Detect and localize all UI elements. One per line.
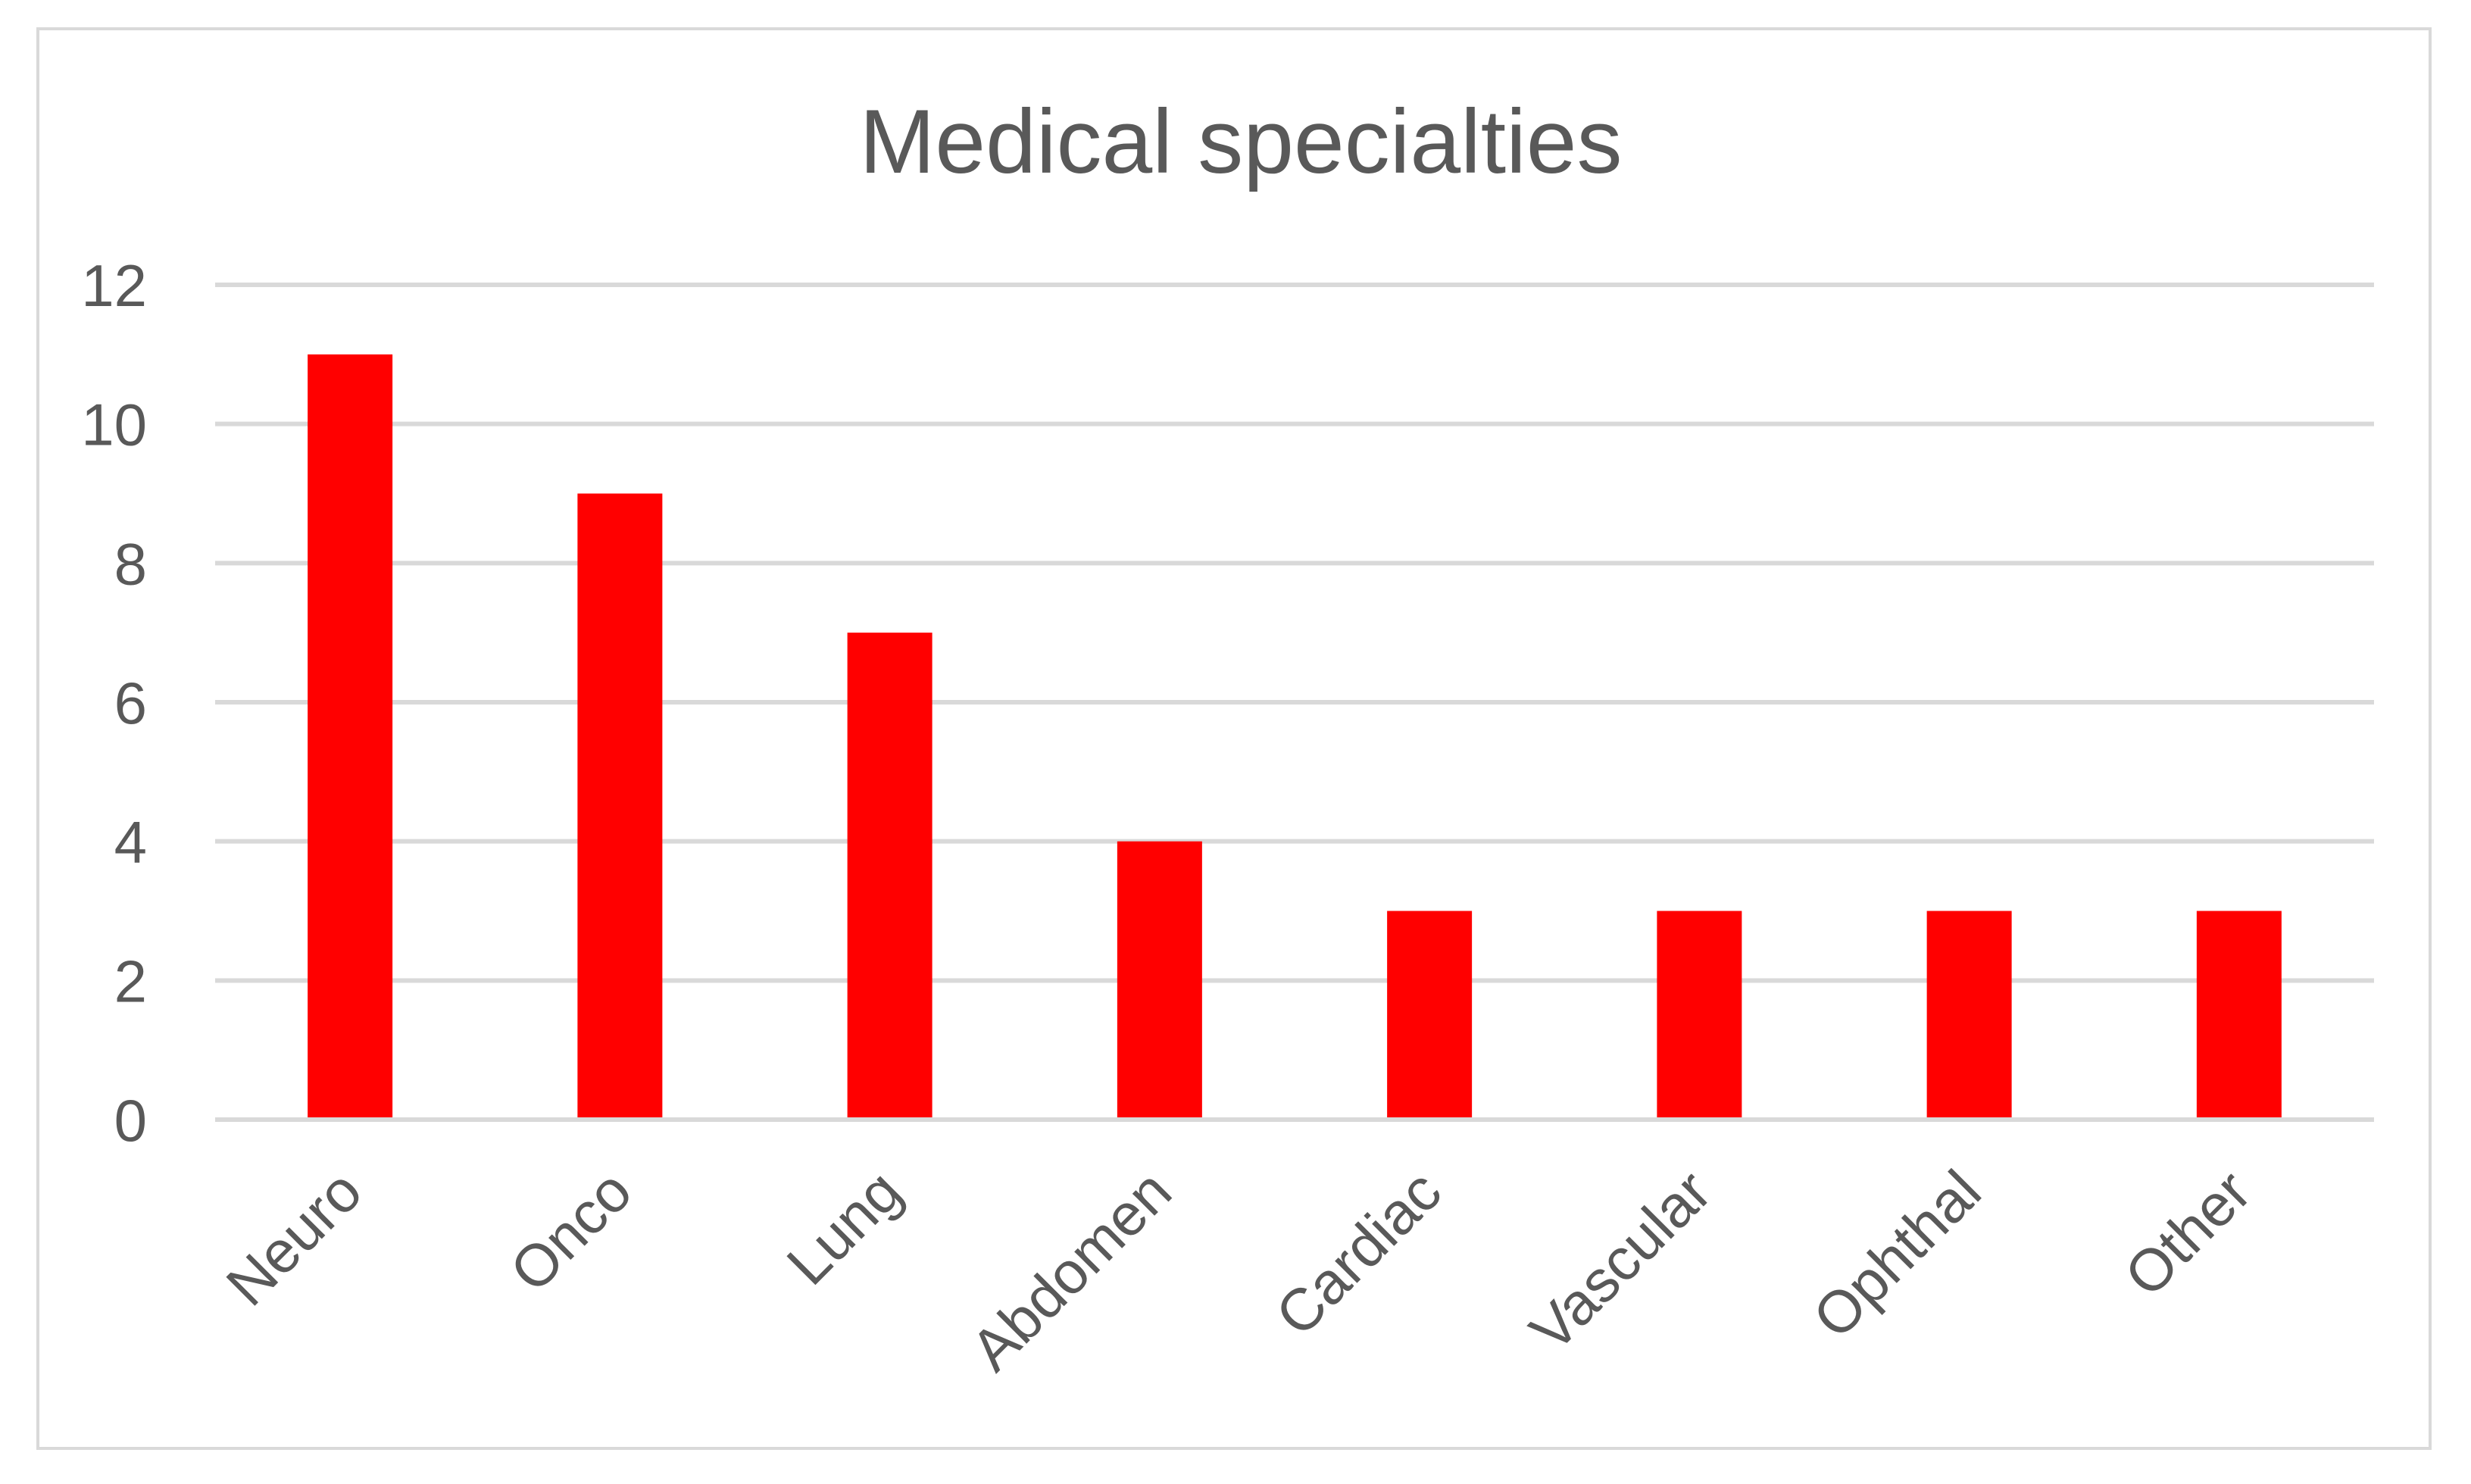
y-tick-label: 10 [81, 392, 147, 458]
x-category-label: Lung [774, 1158, 914, 1298]
bar-cardiac [1387, 911, 1473, 1120]
bar-onco [577, 493, 663, 1120]
x-category-label: Abdomen [958, 1158, 1184, 1383]
bar-ophthal [1926, 911, 2012, 1120]
x-axis-categories: Neuro Onco Lung Abdomen Cardiac Vascular Ophth… [214, 1158, 2263, 1383]
y-tick-label: 4 [114, 809, 147, 876]
grid-lines [215, 283, 2374, 1122]
x-category-label: Other [2112, 1158, 2263, 1309]
y-tick-label: 6 [114, 670, 147, 736]
y-tick-label: 12 [81, 252, 147, 319]
bar-vascular [1657, 911, 1742, 1120]
chart-title: Medical specialties [859, 91, 1622, 192]
bars [215, 354, 2374, 1122]
bar-other [2196, 911, 2282, 1120]
x-category-label: Onco [497, 1158, 644, 1304]
y-axis-ticks: 0 2 4 6 8 10 12 [81, 252, 147, 1154]
y-tick-label: 0 [114, 1087, 147, 1154]
x-category-label: Ophthal [1800, 1158, 1993, 1351]
bar-abdomen [1117, 841, 1202, 1120]
y-tick-label: 2 [114, 948, 147, 1014]
x-category-label: Vascular [1517, 1158, 1724, 1364]
chart-frame: Medical specialties 0 2 4 6 8 10 12 Neuro Onco L… [36, 27, 2432, 1450]
bar-chart: Medical specialties 0 2 4 6 8 10 12 Neuro Onco L… [81, 91, 2374, 1383]
x-category-label: Cardiac [1263, 1158, 1454, 1348]
y-tick-label: 8 [114, 530, 147, 597]
bar-neuro [308, 354, 393, 1120]
x-category-label: Neuro [214, 1158, 374, 1318]
bar-lung [847, 633, 932, 1120]
